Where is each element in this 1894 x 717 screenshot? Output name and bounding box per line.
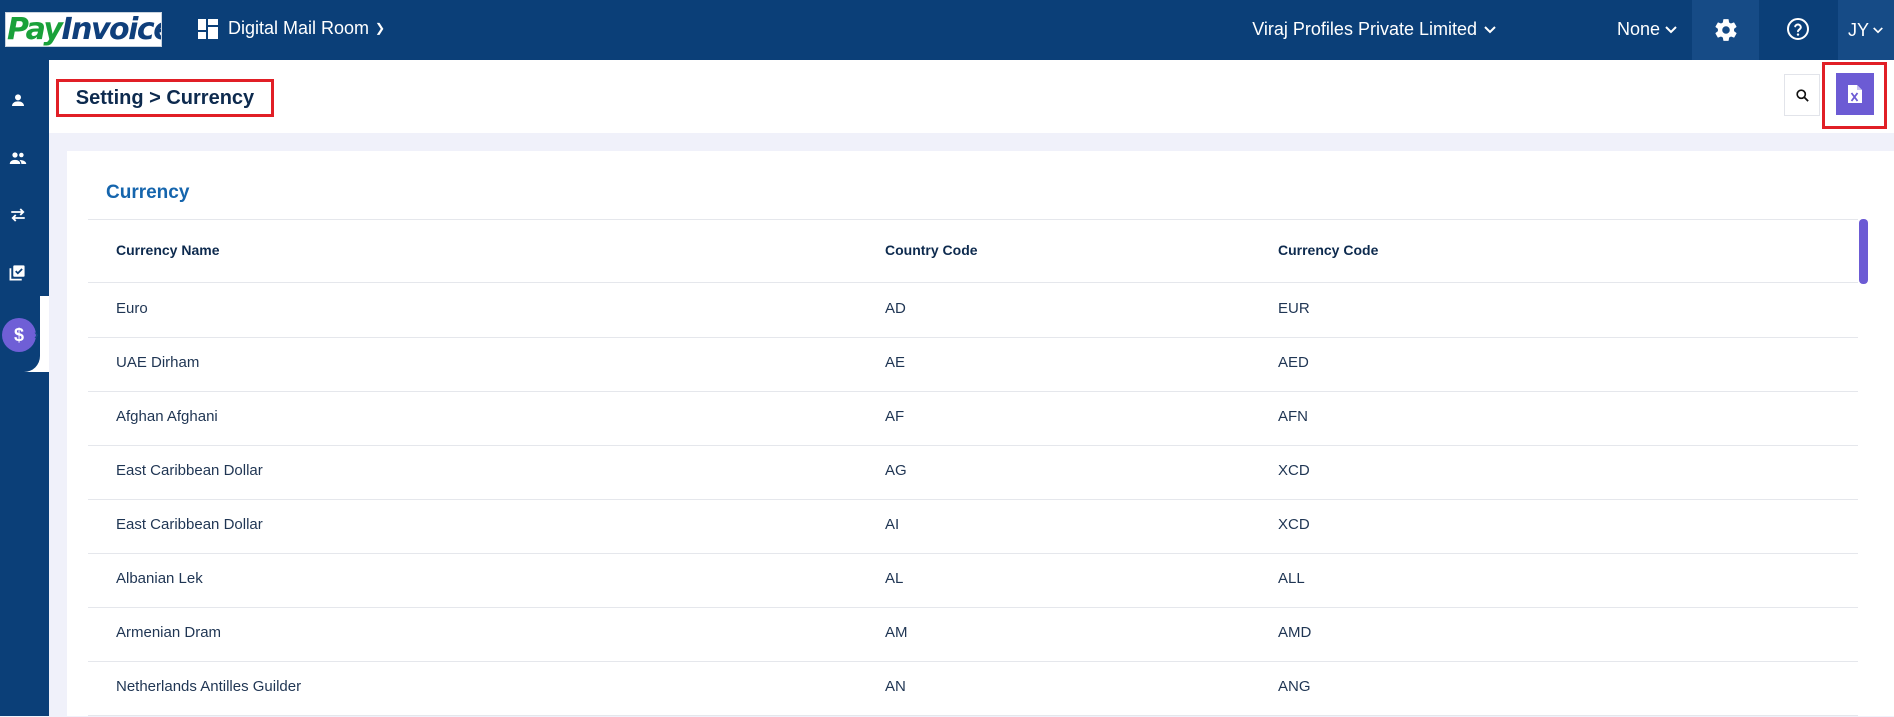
logo-pay-text: Pay — [7, 12, 63, 47]
checklist-icon — [9, 264, 25, 280]
search-icon — [1795, 88, 1809, 102]
sidebar-item-tasks[interactable] — [0, 255, 35, 289]
app-switcher[interactable]: Digital Mail Room ❯ — [198, 18, 385, 39]
currency-name-cell: East Caribbean Dollar — [116, 462, 263, 479]
chevron-right-icon[interactable]: › — [34, 326, 39, 342]
table-row[interactable]: Albanian Lek AL ALL — [88, 553, 1858, 608]
filter-selector[interactable]: None — [1617, 19, 1678, 40]
sidebar-item-groups[interactable] — [0, 141, 35, 175]
currency-code-cell: AED — [1278, 354, 1309, 371]
top-navbar: PayInvoice Digital Mail Room ❯ Viraj Pro… — [0, 0, 1894, 60]
currency-name-cell: Albanian Lek — [116, 570, 203, 587]
table-row[interactable]: Armenian Dram AM AMD — [88, 607, 1858, 662]
country-code-cell: AF — [885, 408, 905, 425]
company-name: Viraj Profiles Private Limited — [1252, 19, 1477, 39]
table-row[interactable]: UAE Dirham AE AED — [88, 337, 1858, 392]
help-button[interactable] — [1784, 15, 1812, 43]
gear-icon — [1714, 19, 1737, 41]
table-row[interactable]: East Caribbean Dollar AG XCD — [88, 445, 1858, 500]
chevron-down-icon — [1873, 26, 1883, 33]
excel-file-icon — [1848, 85, 1862, 103]
page-header — [49, 60, 1894, 133]
country-code-cell: AG — [885, 462, 907, 479]
currency-name-cell: East Caribbean Dollar — [116, 516, 263, 533]
currency-code-cell: ALL — [1278, 570, 1305, 587]
currency-card — [67, 151, 1894, 716]
currency-code-cell: XCD — [1278, 516, 1310, 533]
user-initials: JY — [1847, 19, 1869, 40]
transfer-icon — [10, 208, 25, 222]
breadcrumb-text: Setting > Currency — [75, 86, 255, 109]
column-header-currency-code[interactable]: Currency Code — [1278, 242, 1379, 258]
currency-name-cell: Netherlands Antilles Guilder — [116, 678, 302, 695]
country-code-cell: AD — [885, 300, 906, 317]
country-code-cell: AM — [885, 624, 908, 641]
country-code-cell: AN — [885, 678, 906, 695]
card-title: Currency — [106, 182, 190, 203]
search-button[interactable] — [1784, 74, 1820, 116]
currency-code-cell: EUR — [1278, 300, 1310, 317]
currency-name-cell: Afghan Afghani — [116, 408, 218, 425]
currency-name-cell: UAE Dirham — [116, 354, 200, 371]
table-row[interactable]: Afghan Afghani AF AFN — [88, 391, 1858, 446]
export-highlight — [1822, 62, 1887, 129]
column-header-currency-name[interactable]: Currency Name — [116, 242, 220, 258]
sidebar-item-transfers[interactable] — [0, 198, 35, 232]
currency-name-cell: Euro — [116, 300, 148, 317]
country-code-cell: AL — [885, 570, 904, 587]
column-header-country-code[interactable]: Country Code — [885, 242, 978, 258]
currency-code-cell: AMD — [1278, 624, 1312, 641]
table-row[interactable]: Euro AD EUR — [88, 283, 1858, 338]
company-selector[interactable]: Viraj Profiles Private Limited — [1252, 19, 1497, 40]
country-code-cell: AE — [885, 354, 906, 371]
app-name: Digital Mail Room — [228, 18, 370, 38]
table-row[interactable]: East Caribbean Dollar AI XCD — [88, 499, 1858, 554]
breadcrumb: Setting > Currency — [56, 79, 274, 117]
export-excel-button[interactable] — [1836, 73, 1874, 115]
sidebar — [0, 60, 49, 716]
currency-code-cell: XCD — [1278, 462, 1310, 479]
help-circle-icon — [1787, 18, 1809, 40]
payinvoice-logo[interactable]: PayInvoice — [5, 12, 162, 47]
chevron-down-icon — [1484, 25, 1496, 33]
currency-code-cell: AFN — [1278, 408, 1308, 425]
currency-table: Currency Name Country Code Currency Code… — [88, 219, 1858, 717]
chevron-down-icon — [1665, 25, 1677, 33]
dashboard-grid-icon — [198, 18, 218, 39]
filter-value: None — [1617, 19, 1661, 39]
logo-invoice-text: Invoice — [61, 12, 162, 47]
dollar-icon: $ — [13, 324, 24, 345]
group-icon — [9, 152, 26, 164]
table-header: Currency Name Country Code Currency Code — [88, 220, 1858, 283]
table-scrollbar[interactable] — [1859, 219, 1868, 284]
table-row[interactable]: Netherlands Antilles Guilder AN ANG — [88, 661, 1858, 716]
currency-name-cell: Armenian Dram — [116, 624, 222, 641]
country-code-cell: AI — [885, 516, 900, 533]
currency-code-cell: ANG — [1278, 678, 1311, 695]
user-menu[interactable]: JY — [1838, 0, 1894, 60]
person-icon — [11, 94, 24, 106]
sidebar-item-users[interactable] — [0, 83, 35, 117]
sidebar-item-currency[interactable]: $ — [2, 318, 36, 352]
settings-button[interactable] — [1692, 0, 1759, 60]
chevron-down-icon: ❯ — [375, 20, 386, 35]
